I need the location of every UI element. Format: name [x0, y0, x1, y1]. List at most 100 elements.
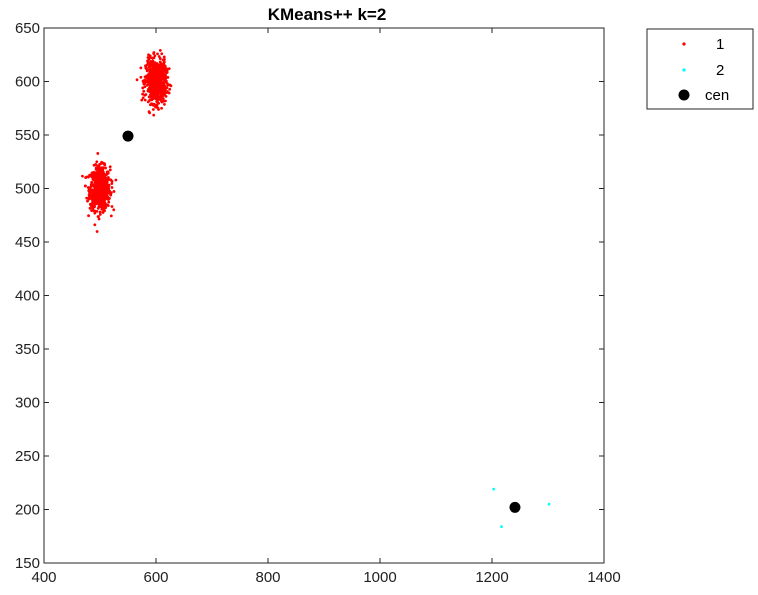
data-point	[94, 163, 98, 166]
plot-area	[43, 27, 605, 564]
y-tick-label: 200	[15, 502, 40, 519]
data-point	[90, 180, 94, 184]
y-tick-label: 500	[15, 181, 40, 198]
data-point	[160, 106, 163, 110]
data-point	[97, 200, 101, 203]
data-point	[95, 173, 99, 176]
data-point	[162, 55, 166, 59]
centroid-point	[509, 501, 521, 513]
data-point	[500, 525, 503, 529]
data-point	[135, 78, 139, 82]
y-tick-label: 400	[15, 288, 40, 305]
data-point	[98, 187, 102, 191]
data-point	[101, 161, 105, 165]
x-tick-label: 800	[255, 569, 280, 586]
x-tick-label: 1000	[363, 569, 396, 586]
data-point	[140, 98, 144, 102]
points-layer	[81, 48, 551, 529]
data-point	[87, 193, 91, 197]
data-point	[103, 181, 107, 185]
data-point	[87, 214, 90, 218]
data-point	[95, 160, 99, 164]
data-point	[142, 80, 146, 84]
data-point	[114, 178, 118, 182]
data-point	[104, 188, 108, 192]
data-point	[165, 86, 169, 90]
legend-marker-1	[682, 42, 686, 46]
legend-label-2: 2	[716, 62, 724, 79]
x-tick-label: 400	[31, 569, 56, 586]
data-point	[167, 91, 171, 95]
data-point	[161, 97, 165, 101]
data-point	[150, 98, 154, 102]
data-point	[89, 186, 92, 189]
data-point	[150, 102, 153, 106]
x-tick-label: 600	[143, 569, 168, 586]
data-point	[109, 193, 113, 197]
data-point	[107, 200, 111, 204]
data-point	[164, 79, 168, 83]
data-point	[155, 68, 159, 72]
data-point	[95, 230, 99, 233]
data-point	[151, 74, 155, 78]
legend-marker-cen	[678, 89, 690, 101]
data-point	[96, 215, 100, 219]
data-point	[92, 204, 96, 208]
data-point	[92, 185, 96, 188]
data-point	[104, 193, 108, 197]
legend-box	[646, 28, 754, 110]
data-point	[85, 175, 89, 179]
data-point	[154, 87, 158, 91]
data-point	[157, 75, 161, 79]
data-point	[158, 82, 162, 85]
data-point	[99, 194, 103, 197]
data-point	[101, 185, 105, 189]
data-point	[166, 82, 169, 85]
data-point	[89, 202, 92, 206]
data-point	[162, 60, 166, 64]
data-point	[109, 178, 113, 182]
data-point	[106, 197, 110, 201]
data-point	[93, 191, 97, 195]
data-point	[103, 163, 107, 167]
data-point	[83, 184, 87, 188]
data-point	[110, 186, 114, 189]
x-tick-label: 1200	[475, 569, 508, 586]
data-point	[148, 79, 152, 83]
data-point	[160, 52, 164, 56]
data-point	[146, 75, 150, 79]
data-point	[161, 83, 165, 87]
data-point	[146, 61, 150, 64]
chart-title: KMeans++ k=2	[268, 5, 387, 24]
legend-label-cen: cen	[705, 87, 729, 104]
data-point	[106, 176, 110, 179]
data-point	[153, 54, 157, 58]
data-point	[95, 187, 99, 191]
y-tick-label: 600	[15, 74, 40, 91]
data-point	[159, 66, 162, 70]
data-point	[152, 56, 156, 60]
centroid-point	[122, 130, 134, 142]
data-point	[151, 108, 155, 111]
data-point	[100, 199, 104, 202]
data-point	[149, 88, 153, 91]
data-point	[100, 179, 104, 183]
data-point	[164, 99, 167, 103]
legend-marker-2	[682, 68, 686, 72]
data-point	[110, 205, 114, 208]
data-point	[91, 207, 95, 211]
data-point	[152, 113, 156, 117]
data-point	[162, 73, 166, 77]
data-point	[165, 91, 169, 95]
data-point	[106, 178, 109, 182]
data-point	[93, 211, 97, 215]
data-point	[163, 103, 166, 106]
data-point	[141, 86, 145, 90]
data-point	[143, 98, 147, 102]
data-point	[98, 197, 102, 201]
data-point	[168, 87, 172, 91]
data-point	[155, 80, 158, 84]
data-point	[88, 190, 91, 194]
data-point	[156, 71, 160, 75]
data-point	[156, 77, 160, 81]
